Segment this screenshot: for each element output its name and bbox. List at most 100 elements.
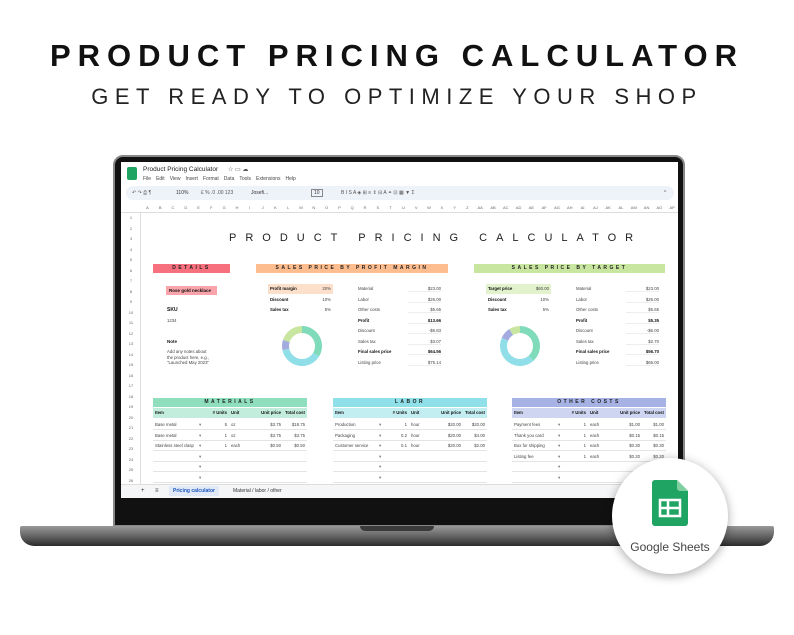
dropdown-arrow-icon[interactable]: ▾ <box>199 464 202 469</box>
table-cell[interactable]: $20.00 <box>471 422 485 427</box>
format-icons[interactable]: £ % .0 .00 123 <box>201 190 234 196</box>
row-header[interactable]: 7 <box>129 278 133 283</box>
column-header[interactable]: AL <box>618 205 624 210</box>
row-header[interactable]: 8 <box>129 288 133 294</box>
table-cell[interactable]: $0.20 <box>653 453 664 459</box>
undo-redo-print-icons[interactable]: ↶ ↷ ⎙ ¶ <box>132 190 152 196</box>
table-cell[interactable]: $18.75 <box>291 422 305 427</box>
column-header[interactable]: AM <box>630 205 637 210</box>
table-cell[interactable]: each <box>590 422 600 427</box>
column-header[interactable]: AB <box>490 205 496 210</box>
column-header[interactable]: Q <box>350 205 354 210</box>
row-header[interactable]: 21 <box>128 425 134 430</box>
column-header[interactable]: Y <box>453 205 456 210</box>
star-icon[interactable]: ☆ ▭ ☁ <box>228 167 249 173</box>
menu-file[interactable]: File <box>143 176 152 182</box>
table-cell[interactable]: Base metal <box>155 432 177 438</box>
table-cell[interactable]: 1 <box>583 443 586 448</box>
note-text[interactable]: the product here, e.g., <box>167 354 210 360</box>
add-sheet-icon[interactable]: + <box>141 488 145 494</box>
table-cell[interactable]: 5 <box>224 422 227 427</box>
product-name-field[interactable]: Rose gold necklace <box>166 286 217 295</box>
column-header[interactable]: AI <box>580 205 585 210</box>
table-cell[interactable]: 1 <box>583 453 586 459</box>
table-cell[interactable]: $2.00 <box>474 443 485 448</box>
column-header[interactable]: AN <box>643 205 650 210</box>
row-header[interactable]: 20 <box>128 414 134 420</box>
table-cell[interactable]: oz <box>231 432 236 438</box>
table-cell[interactable]: $3.75 <box>270 432 281 438</box>
input-value[interactable]: 5% <box>542 307 549 312</box>
input-value[interactable]: 10% <box>322 296 331 302</box>
table-cell[interactable]: $4.00 <box>474 432 485 438</box>
column-header[interactable]: C <box>171 205 175 210</box>
table-cell[interactable]: Thank you card <box>514 432 544 438</box>
row-header[interactable]: 18 <box>128 393 134 399</box>
column-header[interactable]: T <box>389 205 392 210</box>
column-header[interactable]: U <box>401 205 405 210</box>
dropdown-arrow-icon[interactable]: ▾ <box>558 422 561 427</box>
table-cell[interactable]: hour <box>411 422 420 427</box>
menu-insert[interactable]: Insert <box>185 176 198 182</box>
note-text[interactable]: "Launched May 2023" <box>167 360 209 365</box>
note-text[interactable]: Add any notes about <box>167 349 207 354</box>
table-cell[interactable]: Packaging <box>335 432 356 438</box>
row-header[interactable]: 15 <box>128 362 134 367</box>
row-header[interactable]: 3 <box>129 236 133 241</box>
table-cell[interactable]: $0.15 <box>629 432 640 438</box>
row-header[interactable]: 1 <box>129 215 133 220</box>
menu-edit[interactable]: Edit <box>156 176 165 182</box>
column-header[interactable]: AC <box>503 205 509 210</box>
column-header[interactable]: B <box>158 205 162 210</box>
table-cell[interactable]: hour <box>411 443 420 448</box>
table-cell[interactable]: Stainless steel clasp <box>155 443 194 448</box>
sku-value[interactable]: 1234 <box>167 318 177 323</box>
input-value[interactable]: 10% <box>540 296 549 302</box>
column-header[interactable]: AH <box>567 205 573 210</box>
input-value[interactable]: 5% <box>324 307 331 312</box>
column-header[interactable]: X <box>440 205 444 210</box>
menu-extensions[interactable]: Extensions <box>256 176 281 182</box>
dropdown-arrow-icon[interactable]: ▾ <box>558 474 561 480</box>
table-cell[interactable]: 1 <box>224 432 227 438</box>
row-header[interactable]: 17 <box>128 383 134 388</box>
column-header[interactable]: H <box>235 205 239 210</box>
zoom-select[interactable]: 110% <box>176 190 189 196</box>
dropdown-arrow-icon[interactable]: ▾ <box>558 443 561 448</box>
column-header[interactable]: K <box>274 205 277 210</box>
row-header[interactable]: 4 <box>129 246 133 252</box>
table-cell[interactable]: $0.50 <box>270 443 281 448</box>
dropdown-arrow-icon[interactable]: ▾ <box>379 453 382 459</box>
font-select[interactable]: Josefi... <box>251 190 269 196</box>
table-cell[interactable]: $20.00 <box>447 443 461 448</box>
collapse-icon[interactable]: ^ <box>664 190 667 196</box>
table-cell[interactable]: $0.50 <box>294 443 305 448</box>
column-header[interactable]: E <box>197 205 200 210</box>
table-cell[interactable]: 1 <box>583 432 586 438</box>
table-cell[interactable]: hour <box>411 432 420 438</box>
column-header[interactable]: O <box>325 205 329 210</box>
tab-material-labor-other[interactable]: Material / labor / other <box>233 488 282 494</box>
row-header[interactable]: 24 <box>128 456 134 462</box>
table-cell[interactable]: $3.75 <box>294 432 305 438</box>
tab-pricing-calculator[interactable]: Pricing calculator <box>169 486 219 496</box>
row-header[interactable]: 22 <box>128 435 134 441</box>
column-header[interactable]: AG <box>554 205 560 210</box>
row-header[interactable]: 26 <box>128 477 134 483</box>
row-header[interactable]: 25 <box>128 467 134 472</box>
menu-view[interactable]: View <box>169 176 181 182</box>
row-header[interactable]: 13 <box>128 341 134 346</box>
table-cell[interactable]: oz <box>231 422 236 427</box>
column-header[interactable]: F <box>210 205 213 210</box>
style-icons[interactable]: B I S A ◈ ⊞ ≡ ⇕ ⊟ A ⚭ ⊡ ▦ ▼ Σ <box>341 190 415 196</box>
table-cell[interactable]: $0.30 <box>629 443 640 448</box>
table-cell[interactable]: Box for shipping <box>514 443 545 448</box>
table-cell[interactable]: $20.00 <box>447 422 461 427</box>
menu-format[interactable]: Format <box>202 176 219 182</box>
column-header[interactable]: AJ <box>593 205 598 210</box>
dropdown-arrow-icon[interactable]: ▾ <box>558 432 561 438</box>
dropdown-arrow-icon[interactable]: ▾ <box>379 432 382 438</box>
column-header[interactable]: P <box>338 205 341 210</box>
font-size-input[interactable]: 10 <box>311 189 323 197</box>
column-header[interactable]: Z <box>466 205 469 210</box>
